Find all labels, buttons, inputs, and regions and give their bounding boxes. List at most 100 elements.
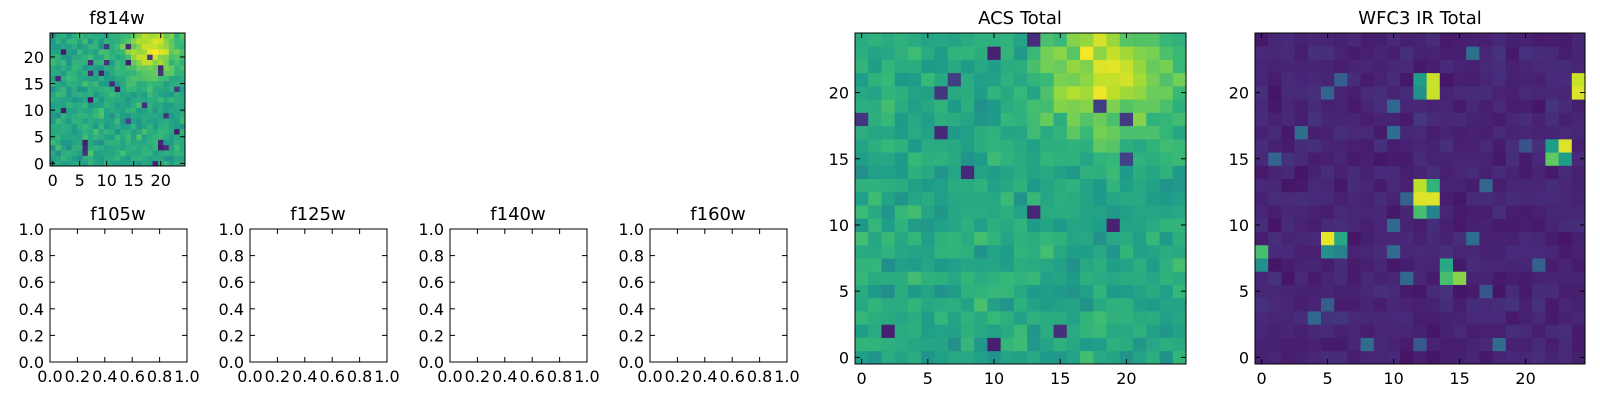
heatmap-cell — [1558, 258, 1573, 272]
heatmap-cell — [60, 70, 67, 76]
heatmap-cell — [179, 48, 186, 55]
heatmap-cell — [1453, 99, 1467, 113]
heatmap-cell — [141, 80, 148, 87]
heatmap-cell — [1066, 112, 1081, 127]
heatmap-cell — [1053, 112, 1068, 127]
heatmap-cell — [1133, 337, 1147, 352]
heatmap-cell — [109, 70, 116, 76]
heatmap-cell — [1400, 350, 1414, 365]
heatmap-cell — [1106, 271, 1121, 285]
heatmap-cell — [1066, 125, 1081, 140]
heatmap-cell — [1146, 125, 1160, 140]
heatmap-cell — [98, 91, 105, 98]
heatmap-cell — [120, 155, 126, 162]
heatmap-cell — [1255, 258, 1269, 272]
heatmap-cell — [1255, 72, 1269, 87]
heatmap-cell — [1413, 244, 1427, 259]
heatmap-cell — [1133, 165, 1147, 180]
heatmap-cell — [131, 144, 137, 151]
heatmap-cell — [1558, 152, 1573, 166]
heatmap-cell — [921, 178, 935, 193]
heatmap-cell — [1387, 112, 1401, 127]
heatmap-cell — [120, 144, 126, 151]
heatmap-cell — [1571, 284, 1586, 299]
heatmap-cell — [1519, 258, 1533, 272]
heatmap-cell — [907, 125, 922, 140]
heatmap-cell — [1133, 258, 1147, 272]
heatmap-cell — [1093, 337, 1107, 352]
heatmap-cell — [855, 205, 869, 219]
heatmap-cell — [60, 38, 67, 45]
heatmap-cell — [152, 64, 159, 71]
heatmap-cell — [114, 118, 121, 124]
heatmap-cell — [82, 70, 89, 76]
heatmap-cell — [1321, 218, 1335, 232]
heatmap-cell — [1281, 46, 1295, 60]
heatmap-cell — [1426, 311, 1441, 325]
heatmap-cell — [114, 128, 121, 135]
heatmap-cell — [1053, 297, 1068, 312]
heatmap-cell — [947, 72, 962, 87]
heatmap-cell — [1040, 244, 1054, 259]
heatmap-cell — [152, 48, 159, 55]
x-tick-label: 0.6 — [119, 367, 144, 386]
heatmap-cell — [1373, 33, 1388, 47]
heatmap-cell — [93, 64, 99, 71]
heatmap-cell — [1172, 191, 1187, 206]
heatmap-cell — [1334, 138, 1348, 153]
heatmap-cell — [168, 64, 175, 71]
heatmap-cell — [1334, 244, 1348, 259]
heatmap-cell — [1053, 337, 1068, 352]
heatmap-cell — [1492, 33, 1507, 47]
heatmap-cell — [1439, 152, 1454, 166]
heatmap-cell — [174, 43, 180, 50]
heatmap-cell — [125, 54, 132, 60]
heatmap-cell — [907, 152, 922, 166]
heatmap-cell — [66, 33, 72, 39]
heatmap-cell — [50, 86, 56, 92]
heatmap-cell — [881, 72, 896, 87]
heatmap-cell — [1453, 350, 1467, 365]
heatmap-cell — [868, 284, 882, 299]
heatmap-cell — [71, 139, 78, 146]
heatmap-cell — [98, 43, 105, 50]
heatmap-cell — [1053, 258, 1068, 272]
heatmap-cell — [66, 38, 72, 45]
subplot-f105w: f105w 0.0 0.2 0.4 0.6 0.8 1.00.00.20.40.60.81… — [19, 204, 200, 386]
heatmap-cell — [1321, 125, 1335, 140]
heatmap-cell — [1080, 125, 1094, 140]
heatmap-cell — [947, 350, 962, 365]
heatmap-cell — [881, 59, 896, 74]
x-tick-label: 0.4 — [692, 367, 717, 386]
heatmap-cell — [1294, 297, 1309, 312]
heatmap-cell — [152, 128, 159, 135]
heatmap-cell — [82, 118, 89, 124]
heatmap-cell — [60, 75, 67, 82]
heatmap-cell — [1479, 311, 1493, 325]
heatmap-cell — [1373, 152, 1388, 166]
heatmap-cell — [66, 134, 72, 140]
heatmap-cell — [868, 337, 882, 352]
heatmap-cell — [1027, 324, 1041, 338]
heatmap-cell — [109, 48, 116, 55]
heatmap-cell — [1307, 284, 1322, 299]
heatmap-cell — [120, 160, 126, 167]
heatmap-cell — [881, 218, 896, 232]
heatmap-cell — [1466, 284, 1480, 299]
heatmap-cell — [1172, 125, 1187, 140]
heatmap-cell — [147, 144, 153, 151]
heatmap-cell — [163, 38, 170, 45]
heatmap-cell — [77, 102, 83, 108]
heatmap-cell — [141, 96, 148, 103]
heatmap-cell — [1558, 178, 1573, 193]
heatmap-cell — [1321, 33, 1335, 47]
heatmap-cell — [179, 59, 186, 66]
heatmap-cell — [1080, 218, 1094, 232]
heatmap-cell — [1387, 99, 1401, 113]
heatmap-cell — [109, 139, 116, 146]
heatmap-cell — [114, 38, 121, 45]
heatmap-cell — [1119, 99, 1134, 113]
axes-frame — [49, 32, 186, 167]
heatmap-cell — [1119, 125, 1134, 140]
heatmap-cell — [1439, 112, 1454, 127]
